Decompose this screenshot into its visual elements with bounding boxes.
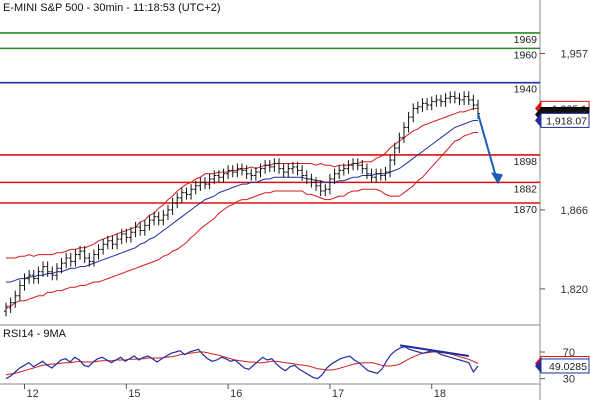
rsi-axis: 703052.823349.0285 [535, 347, 590, 386]
time-tick-label: 15 [128, 388, 140, 400]
level-label-1960: 1960 [514, 49, 538, 61]
moving-average [6, 119, 479, 283]
price-tag-pointer [535, 113, 541, 128]
rsi-divergence-line [399, 344, 469, 357]
rsi-lines [5, 344, 479, 380]
sma-line [6, 119, 479, 283]
rsi-tag-pointer [535, 358, 541, 373]
rsi-line [5, 346, 479, 380]
level-label-1898: 1898 [514, 156, 538, 168]
time-tick-label: 17 [332, 388, 344, 400]
support-resistance-levels: 1969 1960 1940 1898 1882 1870 [0, 32, 540, 216]
time-tick-label: 12 [27, 388, 39, 400]
chart-title: E-MINI S&P 500 - 30min - 11:18:53 (UTC+2… [3, 2, 221, 14]
price-tick-label: 1,820 [560, 284, 588, 296]
price-axis: 1,957 1,866 1,820 [540, 49, 588, 296]
price-tick-label: 1,957 [560, 49, 588, 61]
rsi-tag-label: 49.0285 [549, 361, 587, 373]
rsi-title: RSI14 - 9MA [3, 328, 67, 340]
rsi-tick-label: 30 [563, 374, 575, 386]
level-label-1940: 1940 [514, 84, 538, 96]
price-tick-label: 1,866 [560, 205, 588, 217]
time-axis: 12 15 16 17 18 [24, 384, 446, 400]
time-tick-label: 18 [434, 388, 446, 400]
level-label-1969: 1969 [514, 34, 538, 46]
price-bars [4, 91, 480, 317]
rsi-ma-line [5, 351, 479, 376]
bollinger-lower [6, 131, 479, 307]
level-label-1882: 1882 [514, 183, 538, 195]
level-label-1870: 1870 [514, 204, 538, 216]
arrow-shaft [477, 113, 498, 181]
time-tick-label: 16 [230, 388, 242, 400]
price-tag-label: 1,918.07 [546, 115, 587, 127]
price-tags: 1,925.11,9221,918.07 [535, 100, 590, 128]
arrow-head [491, 172, 503, 185]
projection-arrow [477, 113, 503, 185]
